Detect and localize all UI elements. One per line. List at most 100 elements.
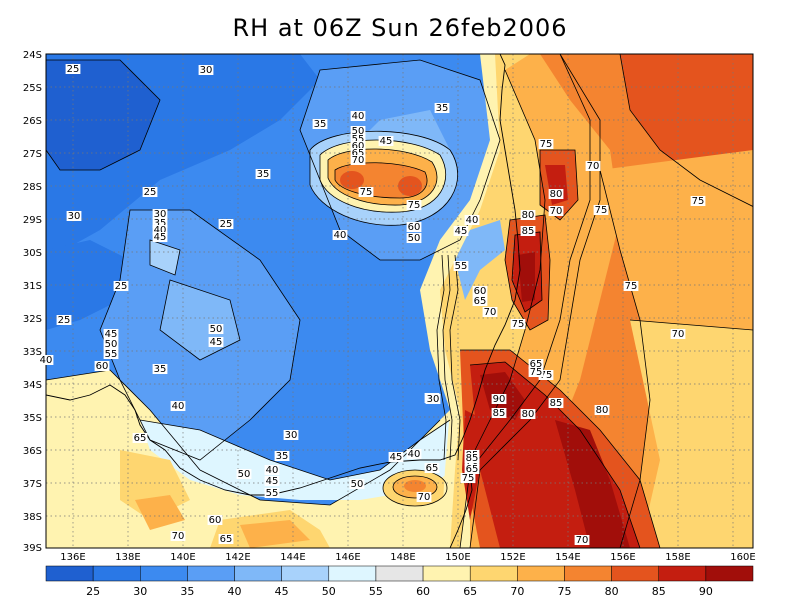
contour-label: 70 xyxy=(352,155,365,166)
lat-label: 25S xyxy=(23,83,42,94)
contour-label-bg xyxy=(132,433,148,443)
contour-label: 75 xyxy=(540,370,553,381)
lon-label: 148E xyxy=(390,552,415,563)
contour-label-bg xyxy=(350,155,366,165)
colorbar-swatch xyxy=(92,565,141,582)
colorbar-swatch xyxy=(422,565,471,582)
colorbar-label: 70 xyxy=(510,585,524,598)
contour-label: 40 xyxy=(408,449,421,460)
contour-label: 75 xyxy=(595,205,608,216)
contour-label-bg xyxy=(464,453,480,463)
contour-label: 65 xyxy=(530,359,543,370)
colorbar-label: 50 xyxy=(322,585,336,598)
lon-label: 146E xyxy=(335,552,360,563)
contour-label: 40 xyxy=(466,215,479,226)
lat-label: 32S xyxy=(23,314,42,325)
contour-label-bg xyxy=(170,401,186,411)
contour-label: 85 xyxy=(493,408,506,419)
contour-label: 80 xyxy=(550,189,563,200)
contour-label-bg xyxy=(548,189,564,199)
contour-label: 50 xyxy=(408,233,421,244)
contour-label-bg xyxy=(142,187,158,197)
contour-label: 80 xyxy=(596,405,609,416)
colorbar-swatch xyxy=(564,565,612,582)
latitude-axis: 24S 25S 26S 27S 28S 29S 30S 31S 32S 33S … xyxy=(23,50,42,554)
contour-label-bg xyxy=(152,225,168,235)
contour-label-bg xyxy=(332,230,348,240)
contour-label-bg xyxy=(350,141,366,151)
lat-label: 27S xyxy=(23,149,42,160)
contour-label: 50 xyxy=(105,339,118,350)
contour-label-bg xyxy=(520,226,536,236)
contour-label-bg xyxy=(208,324,224,334)
contour-label-bg xyxy=(406,449,422,459)
contour-label: 65 xyxy=(474,296,487,307)
contour-label: 65 xyxy=(352,148,365,159)
contour-label-bg xyxy=(406,200,422,210)
colorbar-swatch xyxy=(517,565,565,582)
lat-label: 24S xyxy=(23,50,42,61)
contour-label-bg xyxy=(548,398,564,408)
contour-label: 60 xyxy=(96,361,109,372)
contour-label-bg xyxy=(312,119,328,129)
contour-label: 65 xyxy=(134,433,147,444)
contour-label: 25 xyxy=(67,64,80,75)
rh-field xyxy=(46,54,753,548)
contour-label-bg xyxy=(416,492,432,502)
contour-label: 40 xyxy=(352,111,365,122)
colorbar-swatch xyxy=(281,565,330,582)
contour-label-bg xyxy=(482,307,498,317)
contour-label: 90 xyxy=(493,394,506,405)
contour-label: 35 xyxy=(154,364,167,375)
contour-label-bg xyxy=(283,430,299,440)
map-frame xyxy=(45,53,754,549)
lat-label: 30S xyxy=(23,248,42,259)
contour-label: 40 xyxy=(154,225,167,236)
contour-label: 85 xyxy=(466,453,479,464)
contour-label-bg xyxy=(65,64,81,74)
colorbar-label: 80 xyxy=(605,585,619,598)
contour-label-bg xyxy=(472,286,488,296)
contour-label: 50 xyxy=(351,479,364,490)
contour-label: 60 xyxy=(209,515,222,526)
contour-label: 75 xyxy=(692,196,705,207)
colorbar-swatch xyxy=(140,565,188,582)
contour-label-bg xyxy=(218,219,234,229)
contour-label-bg xyxy=(574,535,590,545)
lat-label: 35S xyxy=(23,413,42,424)
colorbar-label: 35 xyxy=(180,585,194,598)
contour-label-bg xyxy=(255,169,271,179)
contour-label: 85 xyxy=(550,398,563,409)
lon-label: 150E xyxy=(445,552,470,563)
colorbar-label: 30 xyxy=(133,585,147,598)
colorbar-label: 60 xyxy=(416,585,430,598)
contour-label: 80 xyxy=(522,409,535,420)
contour-label: 45 xyxy=(105,329,118,340)
contour-label: 30 xyxy=(200,65,213,76)
contour-label-bg xyxy=(434,103,450,113)
contour-label: 25 xyxy=(115,281,128,292)
contour-label-bg xyxy=(207,515,223,525)
contour-label-bg xyxy=(94,361,110,371)
contour-label: 35 xyxy=(154,218,167,229)
contour-label: 25 xyxy=(144,187,157,198)
lon-label: 154E xyxy=(555,552,580,563)
contour-label-bg xyxy=(236,469,252,479)
contour-label-bg xyxy=(113,281,129,291)
contour-label: 60 xyxy=(352,141,365,152)
contour-label-bg xyxy=(472,296,488,306)
contour-label: 40 xyxy=(266,465,279,476)
contour-label: 70 xyxy=(672,329,685,340)
contour-label-bg xyxy=(491,408,507,418)
contour-label: 50 xyxy=(210,324,223,335)
contour-label: 80 xyxy=(522,210,535,221)
contour-label-bg xyxy=(170,531,186,541)
contour-label: 75 xyxy=(408,200,421,211)
contour-label: 65 xyxy=(220,534,233,545)
contour-label-bg xyxy=(464,215,480,225)
contour-label: 45 xyxy=(266,476,279,487)
lon-label: 158E xyxy=(665,552,690,563)
contour-label: 60 xyxy=(408,222,421,233)
contour-label: 25 xyxy=(220,219,233,230)
contour-label: 85 xyxy=(522,226,535,237)
